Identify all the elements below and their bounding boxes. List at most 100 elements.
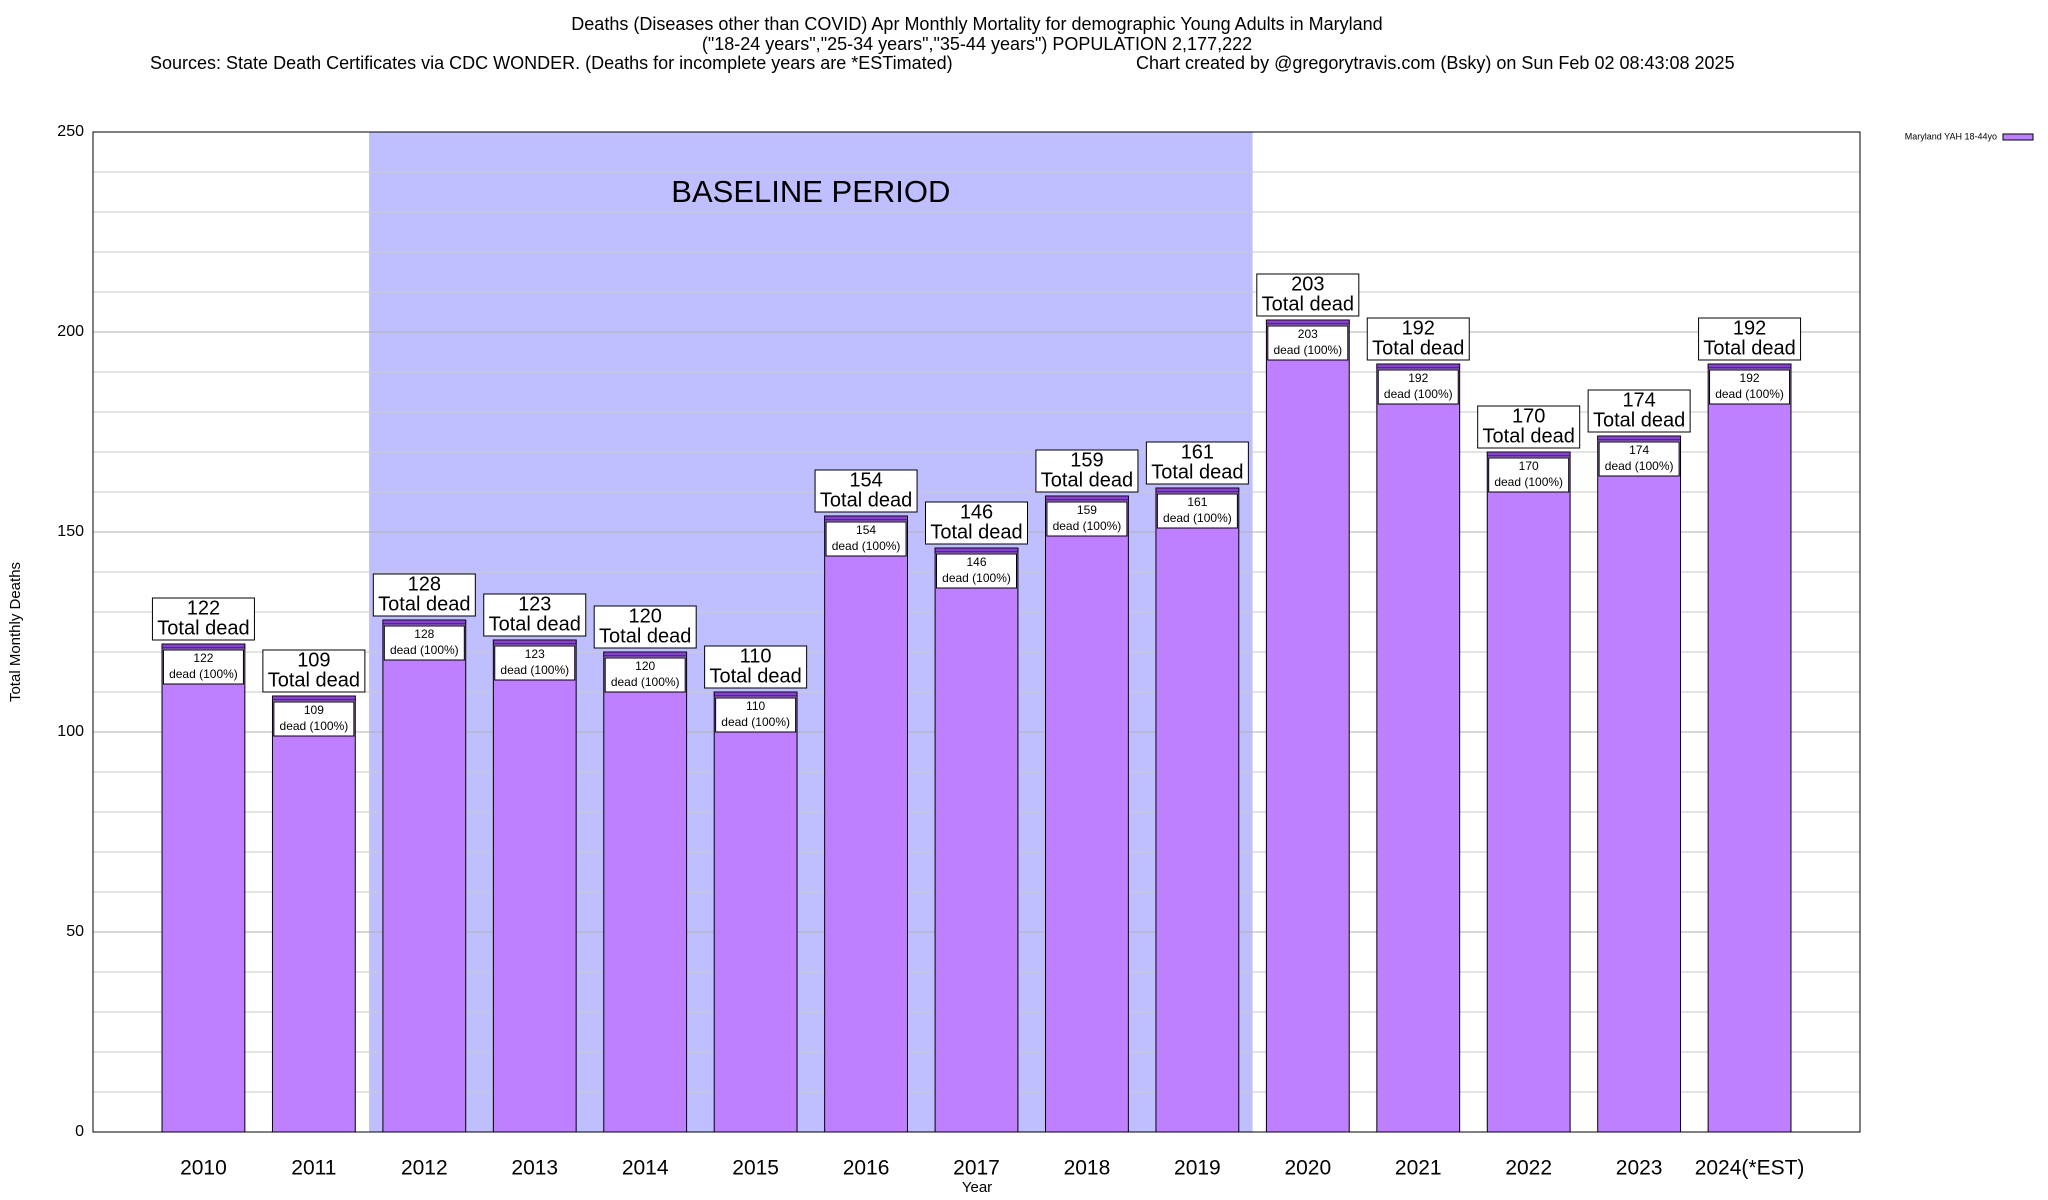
outer-label-box xyxy=(1698,317,1802,361)
bar-cap xyxy=(272,695,356,701)
outer-label-box xyxy=(372,573,476,617)
bar xyxy=(1486,451,1571,1133)
inner-value-label: 128 xyxy=(414,627,434,641)
bar xyxy=(1707,363,1792,1133)
x-tick-label: 2014 xyxy=(622,1157,669,1180)
outer-total-label: Total dead xyxy=(1262,293,1354,315)
inner-value-label: 192 xyxy=(1408,371,1428,385)
bar xyxy=(1265,319,1350,1133)
bar xyxy=(161,643,246,1133)
bar-cap xyxy=(1376,363,1461,369)
inner-value-label: 192 xyxy=(1740,371,1760,385)
outer-label-box xyxy=(1366,317,1470,361)
plot-frame xyxy=(92,131,1861,1133)
outer-label-box xyxy=(262,649,366,693)
inner-value-label: 109 xyxy=(304,703,324,717)
y-tick-label: 250 xyxy=(57,123,84,140)
bar xyxy=(1155,487,1240,1133)
inner-label-box xyxy=(494,645,576,681)
baseline-label: BASELINE PERIOD xyxy=(671,174,950,209)
chart-subtitle: ("18-24 years","25-34 years","35-44 year… xyxy=(702,34,1252,54)
outer-total-label: Total dead xyxy=(599,625,691,647)
x-tick-label: 2020 xyxy=(1284,1157,1331,1180)
inner-share-label: dead (100%) xyxy=(1163,511,1232,525)
outer-value-label: 154 xyxy=(849,469,882,491)
outer-value-label: 192 xyxy=(1733,317,1766,339)
inner-label-box xyxy=(825,521,907,557)
bar-cap xyxy=(713,691,798,697)
outer-label-box xyxy=(925,501,1028,545)
outer-value-label: 170 xyxy=(1512,405,1545,427)
bar xyxy=(603,651,688,1133)
inner-share-label: dead (100%) xyxy=(832,539,901,553)
outer-value-label: 174 xyxy=(1622,389,1655,411)
bar xyxy=(1597,435,1682,1133)
outer-value-label: 192 xyxy=(1402,317,1435,339)
inner-share-label: dead (100%) xyxy=(721,715,790,729)
x-tick-label: 2012 xyxy=(401,1157,448,1180)
x-tick-label: 2024(*EST) xyxy=(1695,1157,1805,1180)
outer-total-label: Total dead xyxy=(930,521,1022,543)
inner-label-box xyxy=(1156,493,1238,529)
outer-total-label: Total dead xyxy=(1372,337,1464,359)
inner-share-label: dead (100%) xyxy=(500,663,569,677)
credit: Chart created by @gregorytravis.com (Bsk… xyxy=(1136,53,1735,73)
outer-total-label: Total dead xyxy=(1593,409,1685,431)
legend-swatch xyxy=(2002,133,2034,141)
inner-value-label: 146 xyxy=(966,555,986,569)
y-tick-label: 100 xyxy=(57,723,84,740)
inner-label-box xyxy=(1709,369,1791,405)
outer-total-label: Total dead xyxy=(820,489,912,511)
y-axis-label: Total Monthly Deaths xyxy=(7,562,24,702)
bar xyxy=(382,619,467,1133)
inner-share-label: dead (100%) xyxy=(169,667,238,681)
x-tick-label: 2021 xyxy=(1395,1157,1442,1180)
outer-label-box xyxy=(1587,389,1691,433)
bar xyxy=(1045,495,1129,1133)
y-tick-label: 0 xyxy=(75,1123,84,1140)
sources: Sources: State Death Certificates via CD… xyxy=(150,53,953,73)
legend-label: Maryland YAH 18-44yo xyxy=(1905,131,1997,141)
bar-cap xyxy=(934,547,1019,553)
outer-value-label: 203 xyxy=(1291,273,1324,295)
inner-value-label: 203 xyxy=(1298,327,1318,341)
inner-value-label: 154 xyxy=(856,523,876,537)
inner-share-label: dead (100%) xyxy=(1715,387,1784,401)
bar-cap xyxy=(492,639,577,645)
inner-value-label: 170 xyxy=(1519,459,1539,473)
inner-share-label: dead (100%) xyxy=(942,571,1011,585)
inner-label-box xyxy=(1598,441,1680,477)
inner-label-box xyxy=(604,657,686,693)
outer-label-box xyxy=(1256,273,1360,317)
inner-value-label: 159 xyxy=(1077,503,1097,517)
x-tick-label: 2015 xyxy=(732,1157,779,1180)
bar-cap xyxy=(1707,363,1792,369)
bar-cap xyxy=(1486,451,1571,457)
outer-total-label: Total dead xyxy=(709,665,801,687)
bar xyxy=(934,547,1019,1133)
bar-cap xyxy=(1597,435,1681,441)
x-tick-label: 2011 xyxy=(291,1157,336,1180)
inner-label-box xyxy=(936,553,1017,589)
inner-value-label: 174 xyxy=(1629,443,1649,457)
inner-label-box xyxy=(383,625,465,661)
outer-total-label: Total dead xyxy=(1041,469,1133,491)
outer-total-label: Total dead xyxy=(1703,337,1795,359)
outer-label-box xyxy=(593,605,697,649)
outer-value-label: 110 xyxy=(740,645,772,667)
bar xyxy=(824,515,908,1133)
outer-value-label: 146 xyxy=(960,501,993,523)
outer-label-box xyxy=(1035,449,1139,493)
x-axis-label: Year xyxy=(962,1179,992,1196)
outer-total-label: Total dead xyxy=(1483,425,1575,447)
y-tick-label: 150 xyxy=(57,523,84,540)
bar-cap xyxy=(603,651,688,657)
inner-value-label: 161 xyxy=(1187,495,1207,509)
bar-cap xyxy=(161,643,246,649)
bar-cap xyxy=(382,619,467,625)
outer-value-label: 122 xyxy=(187,597,220,619)
inner-share-label: dead (100%) xyxy=(1384,387,1453,401)
x-tick-label: 2013 xyxy=(511,1157,558,1180)
